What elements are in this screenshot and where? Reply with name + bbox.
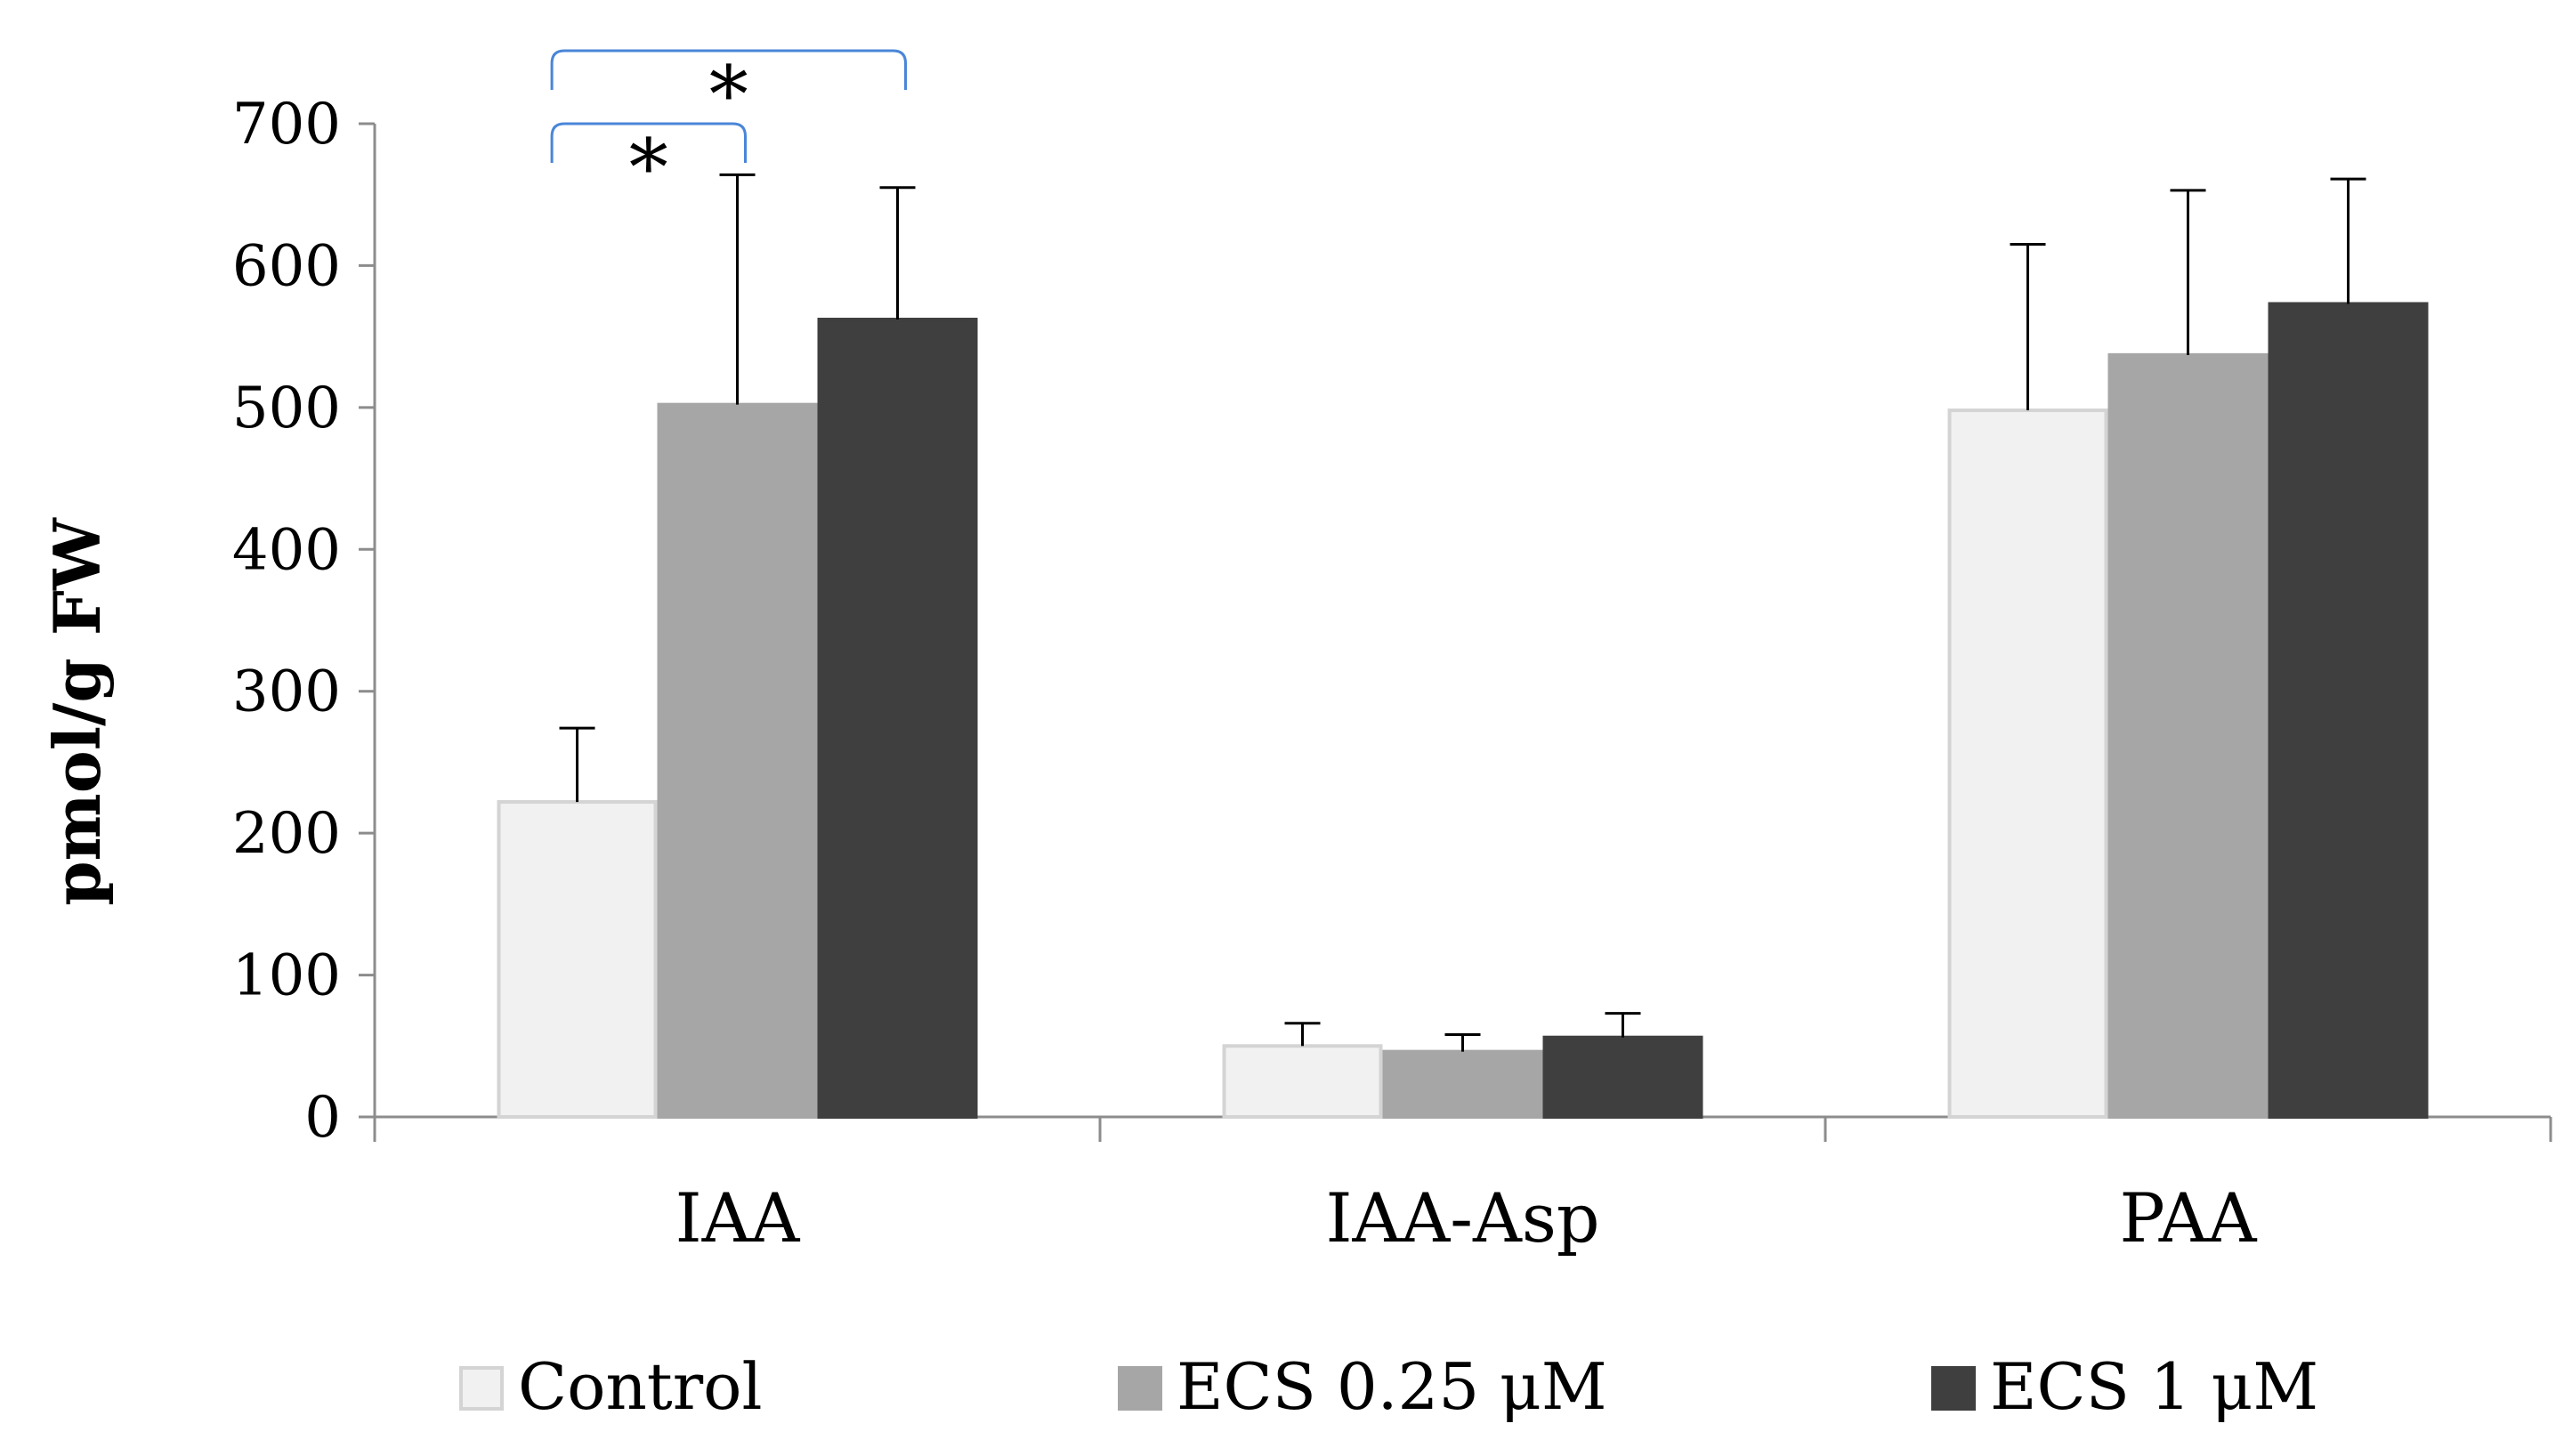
bar [1225, 1046, 1381, 1117]
y-tick-label: 700 [232, 92, 341, 158]
bar [659, 405, 816, 1117]
chart-svg: 0100200300400500600700IAA IAA-Asp PAA ** C… [0, 0, 2564, 1452]
y-axis-label: pmol/g FW [39, 517, 115, 906]
y-tick-label: 400 [232, 517, 341, 583]
x-category-label: PAA [2120, 1178, 2258, 1258]
bar [499, 802, 656, 1117]
x-category-label: IAA [675, 1178, 801, 1258]
y-tick-label: 0 [304, 1085, 341, 1151]
significance-star: * [629, 122, 668, 214]
legend-swatch [1933, 1368, 1974, 1409]
legend-label: ECS 1 μM [1990, 1349, 2318, 1424]
bars [499, 303, 2427, 1117]
x-category-label: IAA-Asp [1325, 1178, 1599, 1258]
legend-swatch [1120, 1368, 1161, 1409]
bar [1545, 1038, 1702, 1117]
bar [2110, 355, 2267, 1117]
bar [2270, 303, 2427, 1117]
chart: 0 100 200 300 400 500 600 700 IAA IAA-Asp PAA * * C… [0, 0, 2564, 1452]
legend-label: ECS 0.25 μM [1177, 1349, 1607, 1424]
y-tick-label: 200 [232, 801, 341, 867]
significance-brackets: ** [552, 49, 905, 214]
significance-star: * [709, 49, 748, 141]
legend-label: Control [518, 1349, 763, 1424]
y-tick-label: 500 [232, 376, 341, 441]
y-tick-label: 100 [232, 943, 341, 1009]
bar [1950, 410, 2107, 1117]
bar [1385, 1052, 1541, 1117]
legend: Control ECS 0.25 μM ECS 1 μM [461, 1349, 2318, 1424]
legend-swatch [461, 1368, 502, 1409]
y-tick-label: 300 [232, 659, 341, 725]
bar [820, 320, 976, 1117]
y-tick-label: 600 [232, 233, 341, 299]
